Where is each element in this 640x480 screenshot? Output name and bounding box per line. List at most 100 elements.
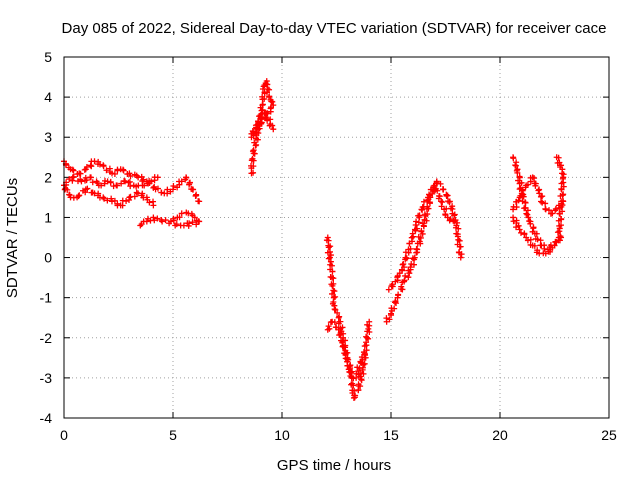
- y-axis-label: SDTVAR / TECUs: [4, 178, 21, 298]
- data-point-trail: [125, 178, 134, 190]
- data-point-trail: [541, 242, 548, 252]
- data-point-trail: [69, 166, 81, 178]
- y-tick-label: -2: [40, 330, 53, 346]
- data-point-trail: [545, 244, 556, 255]
- x-tick-label: 15: [383, 427, 399, 443]
- data-point-trail: [554, 154, 563, 167]
- data-point-trail: [336, 330, 347, 346]
- data-point: [536, 190, 543, 197]
- data-point-trail: [267, 96, 276, 105]
- data-point: [385, 286, 392, 293]
- data-point-trail: [434, 180, 446, 193]
- data-point-trail: [62, 160, 72, 171]
- data-point-trail: [98, 177, 108, 189]
- data-point: [100, 194, 107, 201]
- data-point-trail: [87, 174, 101, 187]
- data-point-trail: [82, 174, 90, 184]
- data-point-trail: [517, 229, 528, 238]
- data-point-trail: [70, 173, 84, 185]
- data-point: [542, 206, 549, 213]
- data-point-trail: [111, 166, 121, 178]
- data-point: [444, 214, 451, 221]
- data-point-trail: [184, 217, 200, 229]
- data-point-trail: [328, 275, 339, 307]
- data-point-trail: [325, 255, 336, 280]
- plot-frame: [63, 56, 610, 419]
- data-point-trail: [388, 281, 396, 290]
- data-point-trail: [127, 189, 140, 200]
- x-tick-label: 10: [274, 427, 290, 443]
- data-point: [196, 198, 203, 205]
- y-tick-label: 3: [44, 129, 52, 145]
- data-point-trail: [249, 121, 261, 139]
- data-point-trail: [154, 185, 165, 196]
- data-point-trail: [446, 216, 454, 224]
- data-point-trail: [94, 190, 103, 201]
- data-point-trail: [510, 197, 522, 211]
- chart-title: Day 085 of 2022, Sidereal Day-to-day VTE…: [62, 20, 607, 37]
- y-tick-label: 5: [44, 49, 52, 65]
- data-point-trail: [399, 249, 412, 271]
- data-point: [551, 242, 558, 249]
- data-point-trail: [138, 173, 147, 185]
- data-point-trail: [100, 163, 114, 175]
- data-point: [457, 254, 464, 261]
- data-point: [178, 210, 185, 217]
- data-point-trail: [173, 221, 184, 229]
- data-point-trail: [363, 321, 373, 340]
- data-point: [388, 310, 394, 317]
- data-point: [324, 234, 331, 241]
- data-point-trail: [248, 150, 258, 176]
- data-point-trail: [432, 185, 443, 202]
- data-points: [61, 78, 567, 401]
- data-point: [159, 218, 166, 225]
- data-point-trail: [257, 110, 265, 122]
- data-point-trail: [84, 185, 96, 196]
- data-point-trail: [83, 158, 95, 171]
- data-point-trail: [114, 177, 128, 189]
- data-point-trail: [323, 237, 334, 259]
- data-point: [154, 174, 161, 181]
- data-point-trail: [138, 218, 147, 228]
- data-point-trail: [388, 298, 400, 314]
- data-point-trail: [524, 236, 534, 248]
- data-point: [137, 222, 144, 229]
- data-point-trail: [331, 319, 340, 331]
- data-point-trail: [554, 175, 567, 240]
- data-point-trail: [524, 174, 534, 188]
- data-point: [126, 170, 133, 177]
- data-point: [366, 318, 373, 325]
- data-point-trail: [395, 279, 406, 299]
- data-point-trail: [531, 175, 543, 194]
- data-point: [326, 254, 333, 261]
- data-point-trail: [188, 210, 196, 219]
- data-point-trail: [510, 155, 520, 169]
- data-point: [516, 226, 523, 233]
- data-point-trail: [510, 217, 522, 231]
- data-point: [150, 214, 157, 221]
- data-point-trail: [101, 195, 115, 204]
- data-point-trail: [141, 177, 153, 189]
- data-point-trail: [162, 217, 173, 227]
- data-point: [191, 214, 198, 221]
- data-point: [78, 178, 85, 185]
- data-point-trail: [151, 174, 158, 184]
- x-tick-label: 0: [60, 427, 68, 443]
- data-point: [549, 210, 556, 217]
- tick-labels: 0 5 10 15 20 25 -4 -3 -2 -1 0 1 2 3 4 5: [40, 49, 617, 443]
- data-point-trail: [452, 224, 465, 258]
- data-point-trail: [164, 186, 174, 197]
- y-tick-label: 0: [44, 250, 52, 266]
- data-point-trail: [526, 218, 537, 235]
- y-tick-label: 1: [44, 209, 52, 225]
- data-point: [108, 170, 115, 177]
- data-point-trail: [77, 166, 88, 177]
- data-point: [451, 218, 458, 225]
- data-point: [335, 314, 342, 321]
- data-point-trail: [262, 110, 276, 129]
- data-point-trail: [557, 164, 567, 178]
- data-point-trail: [546, 207, 554, 217]
- data-point-trail: [344, 362, 354, 379]
- data-point: [553, 154, 560, 161]
